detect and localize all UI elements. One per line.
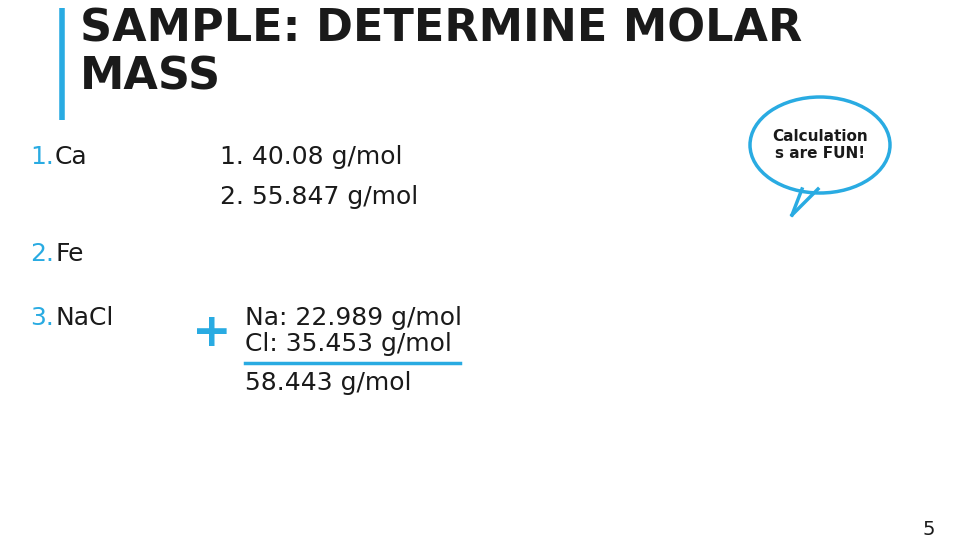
Text: 3.: 3. — [30, 306, 54, 330]
Text: 2. 55.847 g/mol: 2. 55.847 g/mol — [220, 185, 419, 209]
Text: Na: 22.989 g/mol: Na: 22.989 g/mol — [245, 306, 462, 330]
Text: 5: 5 — [923, 520, 935, 539]
Text: MASS: MASS — [80, 55, 221, 98]
Text: 2.: 2. — [30, 242, 54, 266]
Text: NaCl: NaCl — [55, 306, 113, 330]
Text: SAMPLE: DETERMINE MOLAR: SAMPLE: DETERMINE MOLAR — [80, 8, 803, 51]
Ellipse shape — [750, 97, 890, 193]
Text: 58.443 g/mol: 58.443 g/mol — [245, 371, 412, 395]
Text: Cl: 35.453 g/mol: Cl: 35.453 g/mol — [245, 332, 452, 356]
Text: 1.: 1. — [30, 145, 54, 169]
Text: Fe: Fe — [55, 242, 84, 266]
Text: 1. 40.08 g/mol: 1. 40.08 g/mol — [220, 145, 402, 169]
Text: +: + — [192, 311, 231, 356]
Text: Calculation
s are FUN!: Calculation s are FUN! — [772, 129, 868, 161]
Text: Ca: Ca — [55, 145, 87, 169]
Polygon shape — [792, 189, 818, 215]
